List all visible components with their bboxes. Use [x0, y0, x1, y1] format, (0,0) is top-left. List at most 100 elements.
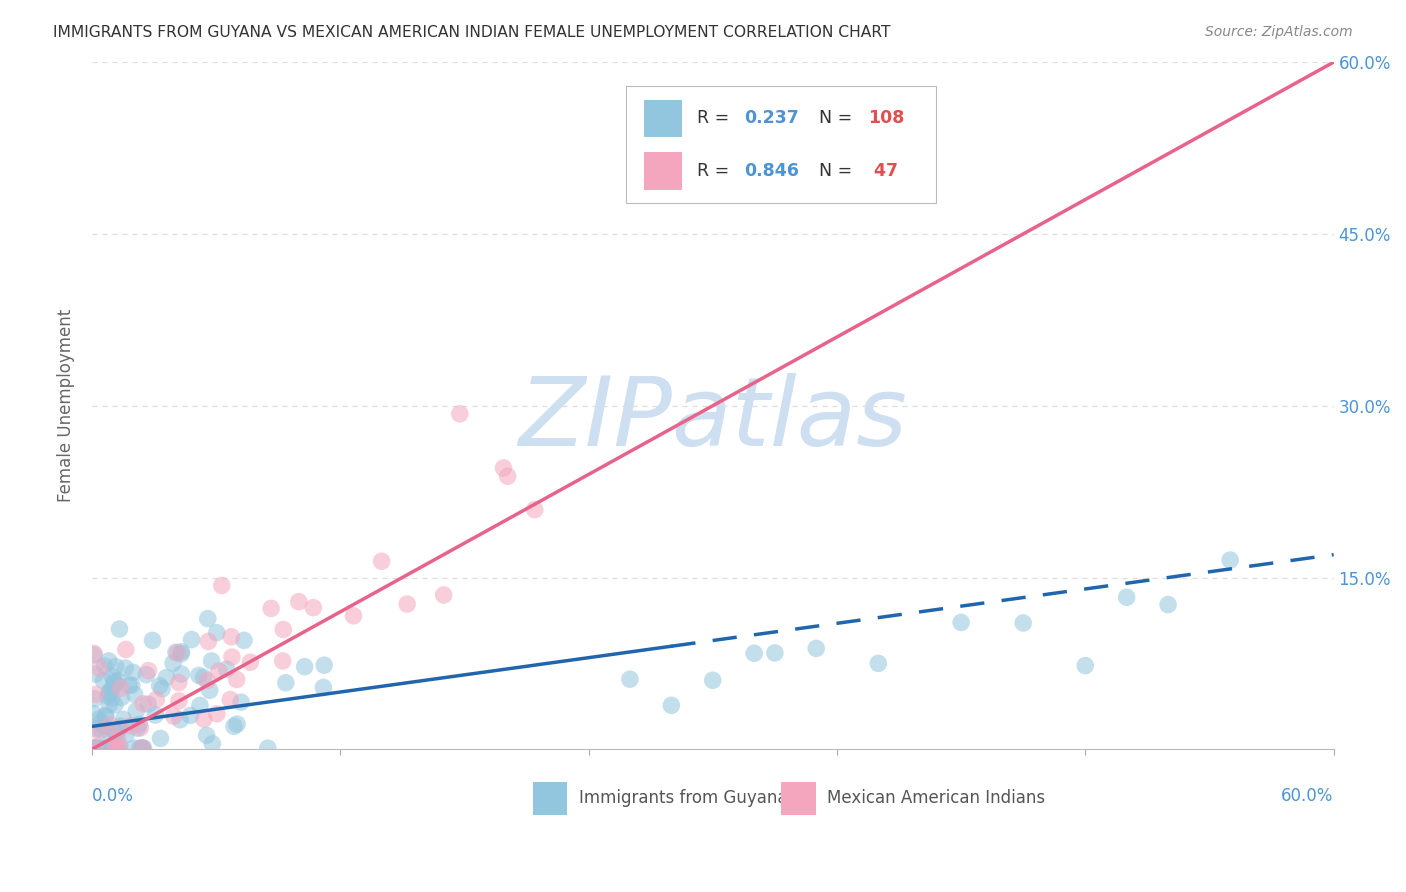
Text: Immigrants from Guyana: Immigrants from Guyana: [579, 789, 787, 807]
Point: [211, 578, 233, 592]
Point: [103, 674, 125, 689]
Point: [110, 719, 132, 733]
Text: Mexican American Indians: Mexican American Indians: [827, 789, 1045, 807]
Bar: [644, 100, 682, 137]
Text: 0.846: 0.846: [744, 161, 799, 179]
Point: [169, 713, 191, 727]
Point: [97, 654, 120, 668]
Point: [105, 726, 128, 740]
Point: [128, 717, 150, 731]
Point: [114, 661, 136, 675]
Point: [197, 634, 219, 648]
Point: [195, 728, 218, 742]
Point: [131, 741, 153, 756]
Point: [1219, 553, 1241, 567]
Point: [155, 671, 177, 685]
Point: [226, 717, 249, 731]
Point: [167, 675, 190, 690]
Point: [131, 741, 153, 756]
Point: [115, 728, 138, 742]
Text: R =: R =: [696, 161, 734, 179]
Point: [141, 633, 163, 648]
Point: [274, 675, 297, 690]
Point: [100, 718, 122, 732]
Point: [131, 741, 153, 756]
Point: [200, 654, 222, 668]
Point: [170, 667, 193, 681]
Text: 60.0%: 60.0%: [1281, 787, 1334, 805]
Point: [104, 698, 127, 712]
Point: [288, 594, 311, 608]
Point: [702, 673, 724, 688]
Point: [110, 681, 132, 696]
Point: [112, 712, 135, 726]
Point: [118, 719, 141, 733]
Point: [193, 712, 215, 726]
Point: [342, 608, 364, 623]
Point: [97, 689, 120, 703]
Point: [125, 704, 148, 718]
Point: [496, 469, 519, 483]
Point: [433, 588, 456, 602]
Bar: [644, 152, 682, 190]
Point: [104, 676, 127, 690]
Point: [149, 679, 172, 693]
Point: [742, 646, 765, 660]
Point: [294, 659, 316, 673]
Point: [195, 673, 218, 688]
Point: [908, 181, 931, 195]
Point: [103, 741, 125, 756]
Point: [179, 708, 201, 723]
Point: [83, 647, 105, 661]
Point: [273, 623, 295, 637]
Point: [83, 648, 105, 662]
Point: [83, 691, 105, 706]
Point: [93, 659, 115, 673]
Point: [197, 612, 219, 626]
Point: [302, 600, 325, 615]
Text: 47: 47: [868, 161, 898, 179]
Text: R =: R =: [696, 110, 734, 128]
Point: [90, 723, 112, 737]
Point: [312, 681, 335, 695]
Point: [170, 647, 193, 661]
Point: [108, 622, 131, 636]
Point: [222, 719, 245, 733]
Point: [314, 658, 336, 673]
Point: [124, 687, 146, 701]
Text: Source: ZipAtlas.com: Source: ZipAtlas.com: [1205, 25, 1353, 39]
Point: [122, 741, 145, 756]
Bar: [782, 781, 815, 814]
Point: [86, 722, 108, 736]
Point: [83, 741, 105, 756]
Point: [165, 645, 187, 659]
Point: [101, 669, 124, 683]
Point: [98, 686, 121, 700]
Point: [107, 741, 129, 756]
Text: IMMIGRANTS FROM GUYANA VS MEXICAN AMERICAN INDIAN FEMALE UNEMPLOYMENT CORRELATIO: IMMIGRANTS FROM GUYANA VS MEXICAN AMERIC…: [53, 25, 891, 40]
Point: [449, 407, 471, 421]
Point: [105, 731, 128, 745]
Point: [121, 678, 143, 692]
Point: [188, 698, 211, 713]
Point: [83, 741, 105, 756]
Point: [180, 632, 202, 647]
Text: 108: 108: [868, 110, 904, 128]
Point: [86, 740, 108, 755]
Point: [83, 741, 105, 756]
Point: [118, 678, 141, 692]
Point: [170, 645, 193, 659]
Bar: [533, 781, 568, 814]
Point: [198, 683, 221, 698]
Point: [229, 695, 252, 709]
Point: [101, 691, 124, 706]
Point: [108, 741, 131, 756]
Point: [105, 741, 128, 756]
Point: [950, 615, 973, 630]
Point: [108, 738, 131, 752]
Point: [763, 646, 786, 660]
Point: [193, 670, 215, 684]
Text: ZIPatlas: ZIPatlas: [519, 373, 907, 466]
Point: [219, 630, 242, 644]
Point: [127, 721, 149, 735]
